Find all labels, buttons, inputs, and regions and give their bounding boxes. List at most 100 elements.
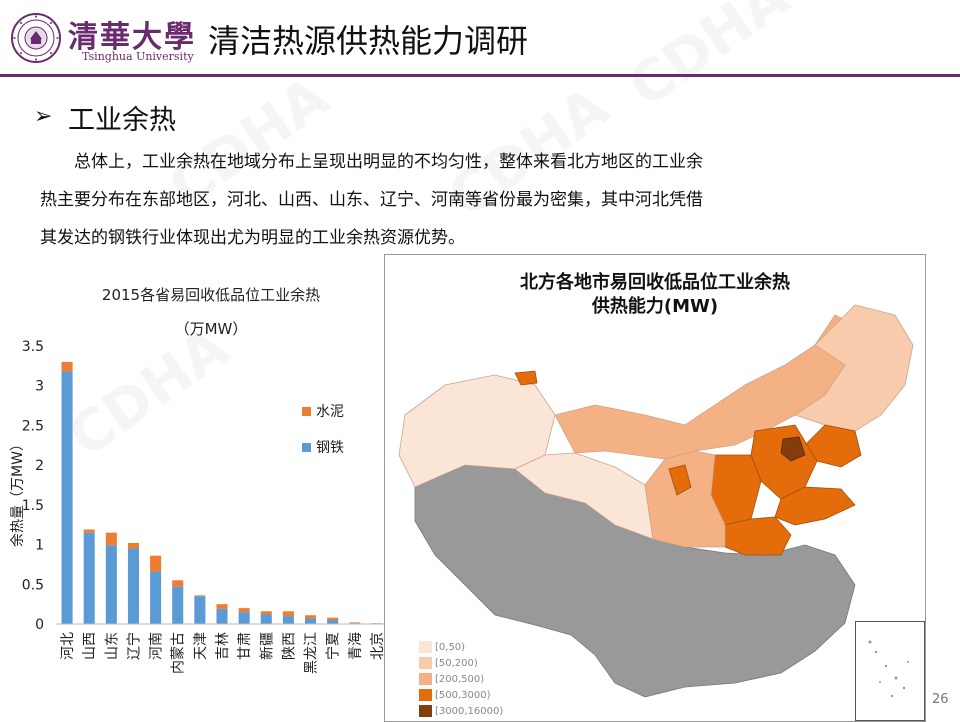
university-seal-icon — [11, 13, 61, 63]
bar-segment — [194, 595, 206, 597]
map-title-line: 供热能力(MW) — [591, 296, 719, 317]
y-tick-label: 1 — [35, 538, 44, 554]
y-axis: 0 0.5 1 1.5 2 2.5 3 3.5 — [22, 339, 44, 633]
x-tick-label: 吉林 — [215, 632, 231, 660]
bar-segment — [127, 542, 139, 549]
bar-segment — [327, 617, 339, 621]
x-tick-label: 甘肃 — [237, 632, 253, 660]
x-tick-label: 青海 — [348, 632, 364, 660]
bar-segment — [282, 616, 294, 624]
legend-swatch — [419, 689, 432, 701]
legend-label: [200,500) — [435, 673, 485, 685]
map-region-shandong — [774, 486, 856, 526]
x-tick-label: 新疆 — [259, 632, 275, 660]
body-line: 总体上，工业余热在地域分布上呈现出明显的不均匀性，整体来看北方地区的工业余 — [74, 152, 703, 172]
chart-subtitle: （万MW） — [175, 320, 248, 338]
map-region-henan — [724, 516, 792, 556]
header-divider — [0, 74, 960, 77]
bar-segment — [61, 361, 73, 372]
map-legend-item: [0,50) — [419, 639, 503, 655]
legend-swatch — [419, 641, 432, 653]
arrowhead-bullet-icon: ➢ — [34, 104, 53, 129]
map-region-neimenggu — [554, 314, 856, 460]
y-tick-label: 1.5 — [22, 498, 44, 514]
x-tick-label: 河北 — [60, 632, 76, 660]
legend-label: [0,50) — [435, 641, 466, 653]
x-tick-label: 内蒙古 — [171, 632, 187, 674]
bar-segment — [194, 596, 206, 624]
body-line: 其发达的钢铁行业体现出尤为明显的工业余热资源优势。 — [40, 228, 465, 248]
map-legend: [0,50) [50,200) [200,500) [500,3000) [30… — [419, 639, 503, 719]
legend-swatch — [419, 705, 432, 717]
map-legend-item: [3000,16000) — [419, 703, 503, 719]
bar-segment — [327, 620, 339, 624]
y-tick-label: 2.5 — [22, 418, 44, 434]
choropleth-map: 北方各地市易回收低品位工业余热 供热能力(MW) [0,50) [50,200)… — [384, 254, 926, 722]
slide-title: 清洁热源供热能力调研 — [208, 22, 529, 60]
university-name-en: Tsinghua University — [82, 50, 194, 63]
bar-segment — [216, 608, 228, 624]
bar-segment — [216, 604, 228, 609]
legend-swatch — [419, 673, 432, 685]
map-region-tangshan — [780, 436, 806, 462]
map-title: 北方各地市易回收低品位工业余热 供热能力(MW) — [385, 271, 925, 319]
page-number: 26 — [932, 692, 949, 707]
map-legend-item: [500,3000) — [419, 687, 503, 703]
legend-swatch — [302, 443, 311, 452]
south-china-sea-inset — [855, 621, 925, 721]
y-tick-label: 0.5 — [22, 577, 44, 593]
y-tick-label: 3.5 — [22, 339, 44, 355]
x-tick-label: 山东 — [104, 632, 120, 660]
legend-label: 钢铁 — [316, 440, 344, 456]
bar-chart: 2015各省易回收低品位工业余热 （万MW） 余热量（万MW） 0 0.5 1 1.5… — [9, 286, 388, 674]
bar-segment — [83, 532, 95, 624]
bar-segment — [238, 608, 250, 613]
bar-segment — [305, 618, 317, 624]
x-axis: 河北 山西 山东 辽宁 河南 内蒙古 天津 吉林 甘肃 新疆 陕西 黑龙江 宁夏 青海 北京 — [60, 632, 386, 674]
x-tick-label: 陕西 — [281, 632, 297, 660]
bar-segment — [282, 611, 294, 617]
bar-segment — [105, 532, 117, 546]
legend-label: 水泥 — [316, 404, 344, 420]
x-tick-label: 河南 — [149, 632, 165, 660]
island-dots-icon — [868, 640, 909, 698]
x-tick-label: 天津 — [193, 632, 209, 660]
bar-segment — [305, 615, 317, 619]
university-name-cn: 清華大學 — [68, 20, 196, 55]
map-region-ningxia — [668, 464, 692, 496]
map-title-line: 北方各地市易回收低品位工业余热 — [520, 272, 790, 293]
legend-label: [50,200) — [435, 657, 478, 669]
x-tick-label: 山西 — [82, 632, 98, 660]
body-line: 热主要分布在东部地区，河北、山西、山东、辽宁、河南等省份最为密集，其中河北凭借 — [40, 190, 703, 210]
bar-segment — [349, 622, 361, 624]
x-tick-label: 北京 — [370, 632, 386, 660]
bar-series — [61, 361, 383, 624]
map-region-heilongjiang-jilin — [794, 304, 914, 432]
bar-segment — [150, 555, 162, 572]
bar-segment — [83, 529, 95, 533]
bar-segment — [260, 611, 272, 615]
y-tick-label: 0 — [35, 617, 44, 633]
map-region-neimenggu-west — [514, 370, 538, 386]
y-axis-label: 余热量（万MW） — [9, 437, 26, 547]
legend-label: [500,3000) — [435, 689, 491, 701]
legend-swatch — [419, 657, 432, 669]
bar-segment — [172, 586, 184, 624]
bar-segment — [61, 371, 73, 624]
section-heading: 工业余热 — [68, 105, 176, 136]
bar-segment — [105, 545, 117, 624]
map-legend-item: [50,200) — [419, 655, 503, 671]
bar-segment — [238, 612, 250, 624]
university-logo: 清華大學 Tsinghua University — [68, 12, 194, 64]
bar-segment — [260, 614, 272, 624]
watermark: CDHA — [617, 0, 801, 121]
bar-segment — [172, 580, 184, 587]
legend-swatch — [302, 407, 311, 416]
bar-segment — [127, 548, 139, 624]
x-tick-label: 黑龙江 — [304, 632, 320, 674]
y-tick-label: 3 — [35, 379, 44, 395]
chart-title: 2015各省易回收低品位工业余热 — [102, 286, 320, 304]
legend-label: [3000,16000) — [435, 705, 504, 717]
china-map — [398, 304, 914, 698]
